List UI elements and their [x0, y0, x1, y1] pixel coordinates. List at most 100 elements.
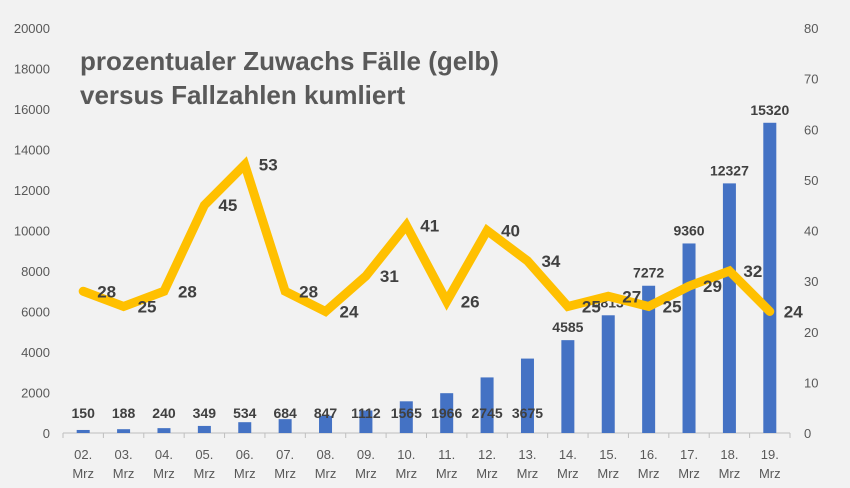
- bar-value-label: 9360: [673, 222, 704, 238]
- line-data-labels: 28 25 28 45 53 28 24 31 41 26 40 34 25 27 25 29 32 24: [97, 156, 803, 322]
- bar: [76, 429, 90, 433]
- left-axis-tick-label: 4000: [21, 345, 50, 360]
- line-value-label: 27: [622, 287, 641, 306]
- x-axis-category-day: 16.: [640, 447, 658, 462]
- bar: [682, 243, 696, 433]
- line-value-label: 41: [420, 216, 439, 235]
- x-axis-categories: 02. Mrz 03. Mrz 04. Mrz 05. Mrz 06. Mrz 07. Mrz 08. M…: [62, 433, 791, 481]
- x-axis-category-month: Mrz: [597, 466, 619, 481]
- bar-series: [76, 122, 777, 434]
- line-value-label: 31: [380, 267, 399, 286]
- bar: [399, 401, 413, 433]
- line-value-label: 32: [743, 262, 762, 281]
- x-axis-category-month: Mrz: [194, 466, 216, 481]
- left-axis-tick-label: 14000: [14, 143, 50, 158]
- x-axis-category-month: Mrz: [315, 466, 337, 481]
- bar-value-label: 4585: [552, 319, 583, 335]
- x-axis-category-day: 04.: [155, 447, 173, 462]
- x-axis-category-day: 11.: [438, 447, 455, 462]
- x-axis-category-month: Mrz: [557, 466, 579, 481]
- right-axis-tick-label: 10: [804, 375, 818, 390]
- left-axis-ticks: 0 2000 4000 6000 8000 10000 12000 14000 16000 180…: [14, 21, 50, 441]
- line-value-label: 29: [703, 277, 722, 296]
- x-axis-category-day: 15.: [599, 447, 617, 462]
- line-value-label: 28: [97, 282, 116, 301]
- right-axis-tick-label: 0: [804, 426, 811, 441]
- x-axis-category-day: 07.: [276, 447, 294, 462]
- bar: [197, 425, 211, 433]
- left-axis-tick-label: 18000: [14, 62, 50, 77]
- x-axis-category-day: 02.: [74, 447, 92, 462]
- line-value-label: 25: [663, 297, 682, 316]
- bar-value-label: 15320: [750, 102, 789, 118]
- right-axis-tick-label: 40: [804, 224, 818, 239]
- x-axis-category-day: 09.: [357, 447, 375, 462]
- line-value-label: 53: [259, 156, 278, 175]
- x-axis-category-month: Mrz: [759, 466, 781, 481]
- x-axis-category-day: 14.: [559, 447, 577, 462]
- left-axis-tick-label: 16000: [14, 102, 50, 117]
- x-axis-category-month: Mrz: [153, 466, 175, 481]
- bar: [440, 393, 454, 433]
- bar-value-label: 7272: [633, 265, 664, 281]
- line-value-label: 26: [461, 292, 480, 311]
- bar: [238, 422, 252, 433]
- bar-value-label: 150: [72, 405, 96, 421]
- x-axis-category-day: 13.: [518, 447, 536, 462]
- bar-value-label: 684: [273, 405, 297, 421]
- bar: [117, 429, 131, 433]
- left-axis-tick-label: 0: [43, 426, 50, 441]
- x-axis-category-day: 12.: [478, 447, 496, 462]
- bar: [480, 377, 494, 433]
- x-axis-category-month: Mrz: [517, 466, 539, 481]
- x-axis-category-month: Mrz: [274, 466, 296, 481]
- line-value-label: 45: [218, 196, 237, 215]
- x-axis-category-month: Mrz: [678, 466, 700, 481]
- left-axis-tick-label: 10000: [14, 224, 50, 239]
- x-axis-category-month: Mrz: [234, 466, 256, 481]
- bar: [722, 183, 736, 433]
- line-value-label: 25: [582, 297, 601, 316]
- bar: [763, 122, 777, 434]
- bar-value-label: 847: [314, 405, 338, 421]
- x-axis-category-month: Mrz: [476, 466, 498, 481]
- left-axis-tick-label: 6000: [21, 305, 50, 320]
- x-axis-category-day: 19.: [761, 447, 779, 462]
- bar: [157, 428, 171, 433]
- x-axis-category-month: Mrz: [355, 466, 377, 481]
- x-axis-category-day: 05.: [195, 447, 213, 462]
- x-axis-category-day: 03.: [115, 447, 133, 462]
- chart-title-line-1: prozentualer Zuwachs Fälle (gelb): [80, 46, 499, 76]
- bar-value-label: 1966: [431, 405, 462, 421]
- x-axis-category-day: 17.: [680, 447, 698, 462]
- line-value-label: 40: [501, 222, 520, 241]
- x-axis-category-day: 10.: [397, 447, 415, 462]
- right-axis-tick-label: 30: [804, 274, 818, 289]
- bar-value-label: 188: [112, 405, 136, 421]
- bar: [642, 285, 656, 433]
- x-axis-category-month: Mrz: [395, 466, 417, 481]
- bar-value-label: 2745: [472, 405, 503, 421]
- right-axis-tick-label: 20: [804, 325, 818, 340]
- x-axis-category-day: 08.: [316, 447, 334, 462]
- bar: [319, 415, 333, 433]
- bar-value-label: 349: [193, 405, 217, 421]
- percent-growth-line: [78, 156, 775, 317]
- bar: [278, 419, 292, 433]
- right-axis-tick-label: 80: [804, 21, 818, 36]
- x-axis-category-day: 06.: [236, 447, 254, 462]
- line-value-label: 24: [784, 303, 803, 322]
- bar: [359, 410, 373, 433]
- left-axis-tick-label: 20000: [14, 21, 50, 36]
- bar-value-label: 240: [152, 405, 176, 421]
- bar: [520, 358, 534, 433]
- x-axis-category-month: Mrz: [72, 466, 94, 481]
- bar-value-label: 1565: [391, 405, 422, 421]
- bar: [601, 315, 615, 433]
- line-value-label: 34: [541, 252, 560, 271]
- x-axis-category-month: Mrz: [436, 466, 458, 481]
- line-value-label: 28: [299, 282, 318, 301]
- bar-value-label: 534: [233, 405, 257, 421]
- bar-value-label: 12327: [710, 162, 749, 178]
